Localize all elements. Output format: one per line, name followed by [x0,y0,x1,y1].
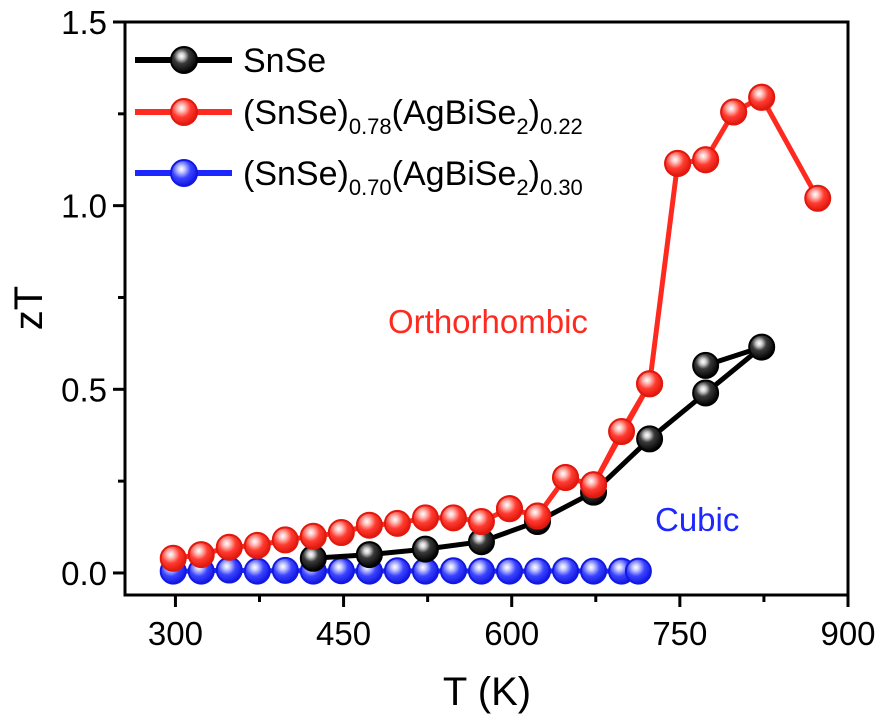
data-point [608,418,636,446]
data-point [692,351,720,379]
y-tick-label: 1.0 [61,188,107,225]
data-point [355,511,383,539]
data-point [439,557,467,585]
data-point [692,146,720,174]
data-point [748,333,776,361]
data-point [439,504,467,532]
data-point [524,557,552,585]
data-point [495,557,523,585]
data-point [467,508,495,536]
data-point [524,502,552,530]
data-point [552,557,580,585]
series-line-0 [313,344,765,561]
data-point [159,544,187,572]
data-point [187,541,215,569]
data-point [271,556,299,584]
legend: SnSe (SnSe)0.78(AgBiSe2)0.22 (SnSe)0.70(… [135,42,583,200]
data-point [243,531,271,559]
legend-marker-022 [170,98,198,126]
data-point [327,557,355,585]
data-point [624,557,652,585]
x-tick-label: 300 [148,615,203,652]
legend-label-030: (SnSe)0.70(AgBiSe2)0.30 [243,155,583,200]
data-point [692,379,720,407]
x-tick-label: 750 [652,615,707,652]
data-point [720,98,748,126]
data-point [243,557,271,585]
legend-label-snse: SnSe [243,42,326,80]
data-point [411,535,439,563]
y-tick-label: 1.5 [61,4,107,41]
x-axis: 300 450 600 750 900 [148,595,876,652]
series-2 [159,556,652,585]
data-point [327,519,355,547]
data-point [355,541,383,569]
x-tick-label: 900 [820,615,875,652]
data-point [271,526,299,554]
annotation-cubic: Cubic [655,501,739,538]
data-point [804,184,832,212]
data-point [383,557,411,585]
y-axis: 0.0 0.5 1.0 1.5 [61,4,125,592]
x-tick-label: 600 [484,615,539,652]
data-point [215,556,243,584]
legend-label-022: (SnSe)0.78(AgBiSe2)0.22 [243,94,583,139]
y-axis-title: zT [7,286,51,330]
data-point [664,149,692,177]
data-point [383,509,411,537]
data-point [580,471,608,499]
series-layer [159,83,832,585]
legend-marker-snse [170,46,198,74]
data-point [636,370,664,398]
data-point [299,522,327,550]
data-point [411,504,439,532]
annotation-orthorhombic: Orthorhombic [388,303,588,340]
y-tick-label: 0.0 [61,555,107,592]
data-point [552,463,580,491]
x-axis-title: T (K) [443,670,531,714]
data-point [215,533,243,561]
y-tick-label: 0.5 [61,371,107,408]
x-tick-label: 450 [316,615,371,652]
series-1 [159,83,832,572]
plot-frame [123,20,850,597]
data-point [748,83,776,111]
data-point [467,557,495,585]
data-point [495,495,523,523]
series-0 [299,333,776,572]
data-point [636,425,664,453]
legend-marker-030 [170,159,198,187]
data-point [580,557,608,585]
